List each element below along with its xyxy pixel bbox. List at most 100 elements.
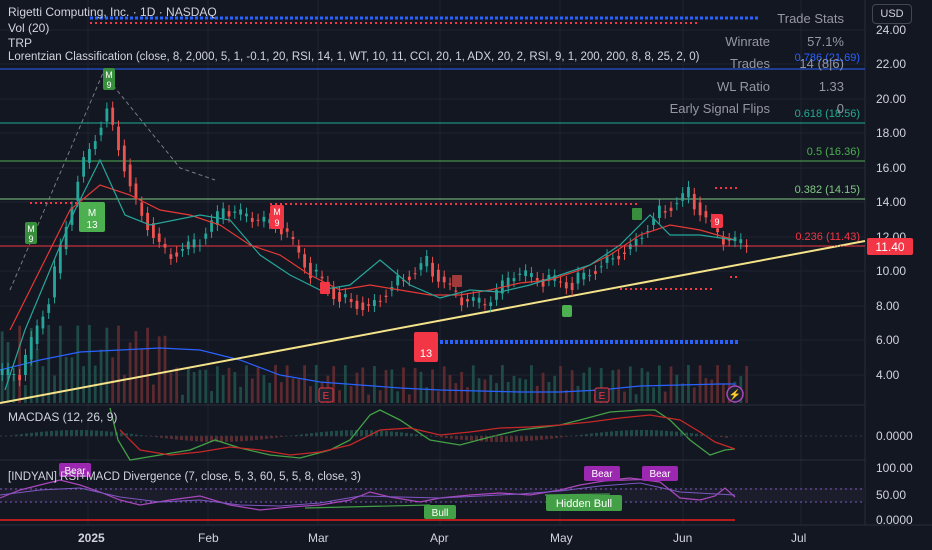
candle[interactable] xyxy=(6,362,10,382)
candle[interactable] xyxy=(367,298,370,312)
candle[interactable] xyxy=(0,363,4,382)
current-price-badge[interactable]: 11.40 xyxy=(867,238,913,255)
candle[interactable] xyxy=(314,263,318,278)
td-signal-box-13[interactable]: M 13 xyxy=(79,202,105,232)
candle[interactable] xyxy=(76,175,80,207)
trendline-support[interactable] xyxy=(0,240,866,404)
rsi-legend[interactable]: [INDYAN] RSI+MACD Divergence (7, close, … xyxy=(8,471,361,483)
candle[interactable] xyxy=(634,233,638,252)
trp-legend[interactable]: TRP xyxy=(8,36,32,50)
candle[interactable] xyxy=(268,213,272,230)
candle[interactable] xyxy=(378,294,382,308)
candle[interactable] xyxy=(181,242,184,257)
candle[interactable] xyxy=(175,246,179,263)
candle[interactable] xyxy=(12,367,16,382)
candle[interactable] xyxy=(35,319,39,350)
td-sell-box-9[interactable]: 9 xyxy=(711,214,723,228)
time-axis[interactable]: 2025 Feb Mar Apr May Jun Jul xyxy=(78,531,806,545)
candle[interactable] xyxy=(256,213,260,227)
candle[interactable] xyxy=(599,260,603,274)
candle[interactable] xyxy=(384,289,388,304)
candle[interactable] xyxy=(99,121,103,142)
candle[interactable] xyxy=(93,135,97,156)
candle[interactable] xyxy=(88,143,91,169)
candle[interactable] xyxy=(309,256,312,285)
candle[interactable] xyxy=(169,248,173,265)
bear-tag-2[interactable]: Bear xyxy=(584,466,620,481)
candle[interactable] xyxy=(373,294,376,313)
candle[interactable] xyxy=(442,270,446,289)
td-buy-marker-8[interactable] xyxy=(632,208,642,220)
candle[interactable] xyxy=(495,283,498,306)
candle[interactable] xyxy=(559,275,562,288)
candle[interactable] xyxy=(250,211,254,228)
candle[interactable] xyxy=(233,205,237,219)
candle[interactable] xyxy=(210,214,213,238)
candle[interactable] xyxy=(204,227,208,245)
candle[interactable] xyxy=(402,274,405,287)
candle[interactable] xyxy=(547,268,551,287)
candle[interactable] xyxy=(64,220,68,256)
candle[interactable] xyxy=(198,239,202,252)
candle[interactable] xyxy=(349,293,353,309)
candle[interactable] xyxy=(518,267,522,281)
candle[interactable] xyxy=(541,273,545,293)
candle[interactable] xyxy=(117,120,120,157)
candle[interactable] xyxy=(436,263,440,288)
candle[interactable] xyxy=(681,187,685,207)
candle[interactable] xyxy=(669,201,673,218)
candle[interactable] xyxy=(245,207,248,223)
candle[interactable] xyxy=(297,239,301,259)
candle[interactable] xyxy=(262,210,266,228)
candle[interactable] xyxy=(646,224,650,238)
candle[interactable] xyxy=(471,291,475,307)
hidden-bull-tag[interactable]: Hidden Bull xyxy=(546,495,622,511)
candle[interactable] xyxy=(564,276,568,295)
candle[interactable] xyxy=(146,206,149,237)
candle[interactable] xyxy=(122,139,126,178)
price-axis[interactable]: 24.00 22.00 20.00 18.00 16.00 14.00 12.0… xyxy=(876,23,913,527)
candle[interactable] xyxy=(489,296,493,313)
candle[interactable] xyxy=(407,270,411,287)
candle[interactable] xyxy=(739,233,743,250)
candle[interactable] xyxy=(53,260,56,304)
candle[interactable] xyxy=(745,239,749,253)
candle[interactable] xyxy=(24,348,27,382)
candle[interactable] xyxy=(152,217,155,245)
vol-legend[interactable]: Vol (20) xyxy=(8,21,50,35)
candle[interactable] xyxy=(431,256,434,283)
candle[interactable] xyxy=(594,265,597,280)
candle[interactable] xyxy=(285,222,289,238)
candle[interactable] xyxy=(477,291,481,309)
earnings-marker-2[interactable]: E xyxy=(594,387,610,403)
candle[interactable] xyxy=(524,264,528,283)
candle[interactable] xyxy=(355,294,359,315)
symbol-title[interactable]: Rigetti Computing, Inc. · 1D · NASDAQ xyxy=(8,5,217,19)
candle[interactable] xyxy=(675,197,679,211)
candle[interactable] xyxy=(617,249,621,266)
candle[interactable] xyxy=(570,276,574,297)
lorentzian-legend[interactable]: Lorentzian Classification (close, 8, 2,0… xyxy=(8,51,700,63)
candle[interactable] xyxy=(396,269,400,292)
candle[interactable] xyxy=(727,233,731,247)
td-signal-box-1[interactable]: M 9 xyxy=(25,222,37,244)
currency-button[interactable]: USD xyxy=(872,4,912,24)
candle[interactable] xyxy=(483,298,487,311)
bull-tag[interactable]: Bull xyxy=(424,505,456,519)
candle[interactable] xyxy=(221,202,225,225)
candle[interactable] xyxy=(18,368,22,387)
bear-tag-3[interactable]: Bear xyxy=(642,466,678,481)
candle[interactable] xyxy=(652,212,655,231)
candle[interactable] xyxy=(303,248,307,274)
candle[interactable] xyxy=(704,205,708,224)
candle[interactable] xyxy=(721,230,725,251)
candle[interactable] xyxy=(687,180,690,204)
candle[interactable] xyxy=(657,199,661,225)
candle[interactable] xyxy=(663,205,667,219)
candle[interactable] xyxy=(29,331,33,366)
candle[interactable] xyxy=(361,296,365,316)
candle[interactable] xyxy=(134,177,138,205)
candle[interactable] xyxy=(192,233,196,254)
candle[interactable] xyxy=(605,249,609,269)
candle[interactable] xyxy=(698,196,702,222)
